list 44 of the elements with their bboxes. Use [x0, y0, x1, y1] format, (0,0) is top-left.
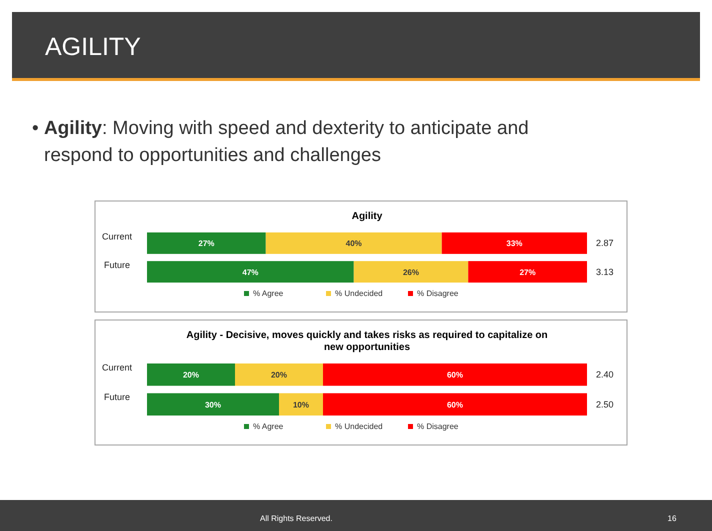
y-tick-label: Current: [102, 231, 132, 242]
y-tick-label: Current: [102, 362, 132, 372]
y-tick-label: Future: [104, 392, 130, 402]
y-tick-label: Future: [104, 260, 130, 270]
bar: [354, 261, 468, 283]
bar: [279, 393, 323, 416]
legend-label: % Undecided: [335, 289, 383, 298]
data-label: 20%: [270, 370, 288, 380]
bar: [323, 363, 587, 386]
chart-title: Agility: [352, 211, 383, 222]
text: 3.13: [596, 266, 614, 277]
text: 2.40: [596, 370, 614, 380]
chart-title: Agility - Decisive, moves quickly and takes risks as required to capitalize on new opportunities: [186, 330, 548, 353]
legend-label: % Agree: [253, 289, 284, 298]
data-label: 20%: [182, 370, 200, 380]
data-label: 60%: [446, 400, 464, 410]
data-label: 27%: [520, 268, 536, 277]
data-label: 33%: [506, 239, 522, 248]
bar: [147, 232, 266, 254]
data-label: 40%: [346, 239, 362, 248]
bar: [235, 363, 323, 386]
text: 2.87: [596, 238, 614, 248]
legend-label: % Disagree: [417, 289, 459, 298]
text: 2.50: [596, 399, 614, 410]
bar: [147, 363, 235, 386]
data-label: 30%: [204, 400, 222, 410]
data-label: 60%: [446, 370, 464, 380]
bar: [266, 232, 442, 254]
bar: [147, 393, 279, 416]
data-label: 27%: [198, 239, 214, 248]
legend-label: % Undecided: [335, 422, 383, 431]
text: All Rights Reserved.: [260, 514, 332, 523]
data-label: 47%: [242, 268, 258, 277]
legend-label: % Agree: [253, 422, 284, 431]
legend-label: % Disagree: [417, 422, 459, 431]
text: 16: [668, 514, 677, 523]
bar: [468, 261, 587, 283]
bar: [147, 261, 354, 283]
bar: [323, 393, 587, 416]
data-label: 26%: [402, 268, 420, 277]
text: • Agility: Moving with speed and dexterity to anticipate and respond to opportunities and challenges: [32, 118, 529, 166]
data-label: 10%: [292, 400, 310, 410]
text: AGILITY: [45, 33, 142, 61]
bar: [442, 232, 587, 254]
